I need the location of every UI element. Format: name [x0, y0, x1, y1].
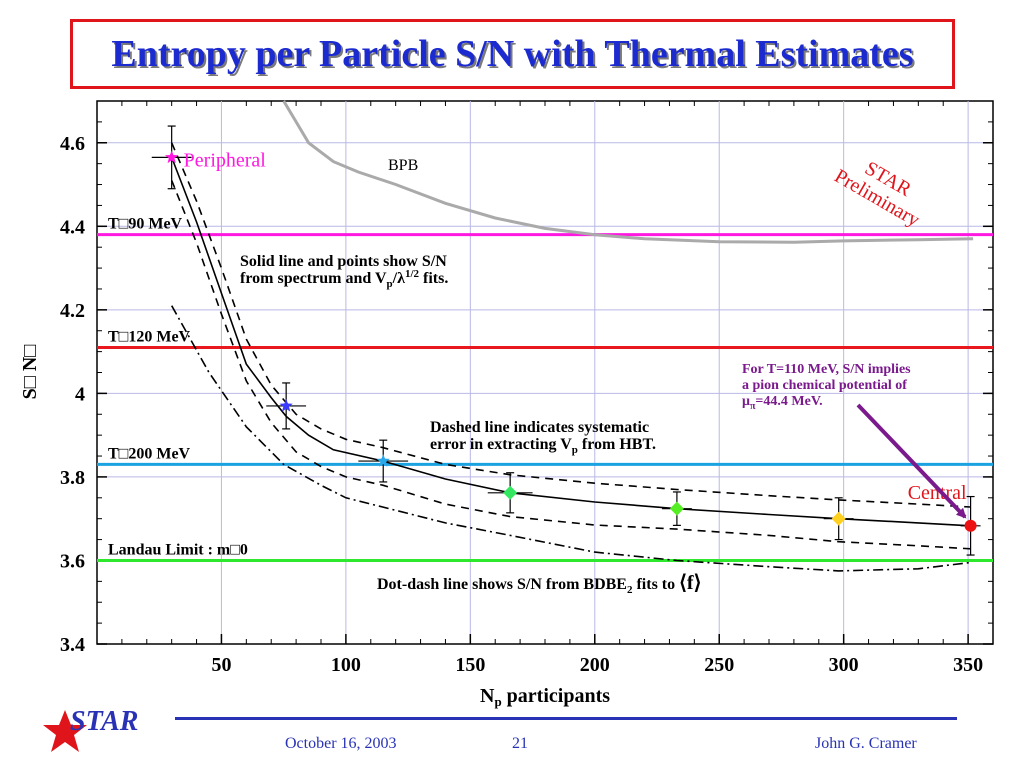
dashed-note-line1: Dashed line indicates systematic [430, 419, 649, 436]
x-tick-label: 100 [331, 654, 361, 676]
slide-title: Entropy per Particle S/N with Thermal Es… [111, 33, 914, 75]
thermal-hline-label: Landau Limit : m□0 [108, 541, 248, 558]
data-point [487, 472, 533, 514]
star-marker [376, 454, 390, 467]
thermal-hline-label: T□200 MeV [108, 445, 191, 462]
bpb-label: BPB [388, 157, 418, 174]
central-label: Central [908, 482, 967, 504]
sn-curve-dashed [170, 180, 971, 550]
star-logo-icon [43, 710, 87, 752]
mu-note-line3: μπ=44.4 MeV. [742, 394, 823, 412]
data-point [358, 439, 409, 483]
thermal-lines: T□90 MeV T□120 MeV T□200 MeV Landau Limit :… [97, 216, 993, 562]
x-tick-label: 50 [211, 654, 231, 676]
data-points: Peripheral Central [151, 125, 981, 556]
x-tick-label: 150 [455, 654, 485, 676]
footer-page-number: 21 [512, 735, 528, 752]
y-tick-label: 4 [75, 383, 85, 405]
x-tick-label: 300 [829, 654, 859, 676]
y-tick-label: 3.6 [60, 550, 85, 572]
y-tick-label: 4.4 [60, 216, 85, 238]
y-tick-label: 4.6 [60, 133, 85, 155]
mu-note-arrow [856, 403, 967, 519]
data-point [266, 382, 307, 430]
dashed-line-note: Dashed line indicates systematic error i… [430, 419, 656, 456]
data-point: Central [908, 482, 981, 556]
footer-rule [175, 717, 957, 720]
data-point [823, 497, 854, 541]
solid-note-line2: from spectrum and Vp/λ1/2 fits. [240, 268, 448, 290]
y-tick-label: 3.4 [60, 634, 85, 656]
star-marker [165, 150, 179, 164]
dashed-note-line2: error in extracting Vp from HBT. [430, 436, 656, 456]
diamond-marker [831, 511, 846, 526]
x-tick-label: 200 [580, 654, 610, 676]
circle-marker [964, 519, 977, 532]
diamond-marker [503, 485, 518, 500]
sn-curve-dashdot [171, 305, 971, 572]
y-tick-label: 4.2 [60, 300, 85, 322]
x-tick-label: 350 [953, 654, 983, 676]
peripheral-label: Peripheral [184, 149, 267, 171]
solid-note-line1: Solid line and points show S/N [240, 253, 447, 270]
x-axis-label: Np participants [480, 685, 610, 709]
footer-date: October 16, 2003 [285, 735, 397, 752]
mu-note-line2: a pion chemical potential of [742, 378, 907, 393]
footer-author: John G. Cramer [815, 735, 917, 752]
dotdash-note: Dot-dash line shows S/N from BDBE2 fits … [377, 572, 701, 596]
solid-line-note: Solid line and points show S/N from spec… [240, 253, 448, 290]
title-box: Entropy per Particle S/N with Thermal Es… [70, 19, 955, 89]
y-axis-label: S□ N□ [19, 345, 41, 400]
x-tick-label: 250 [704, 654, 734, 676]
mu-note-line1: For T=110 MeV, S/N implies [742, 362, 911, 377]
mu-pi-note: For T=110 MeV, S/N implies a pion chemic… [742, 362, 911, 412]
axis-labels: 50 100 150 200 250 300 350 3.4 3.6 3.8 4 4.2 4.4 4.6 N… [19, 133, 983, 709]
ticks [97, 100, 993, 645]
data-point: Peripheral [151, 125, 267, 190]
data-point [661, 491, 692, 526]
grid [97, 101, 993, 644]
thermal-hline-label: T□120 MeV [108, 328, 191, 345]
thermal-hline-label: T□90 MeV [108, 216, 183, 233]
star-marker [279, 398, 293, 412]
bpb-curve [282, 100, 974, 244]
y-tick-label: 3.8 [60, 467, 85, 489]
diamond-marker [669, 501, 684, 516]
logo-text: STAR [70, 706, 139, 737]
